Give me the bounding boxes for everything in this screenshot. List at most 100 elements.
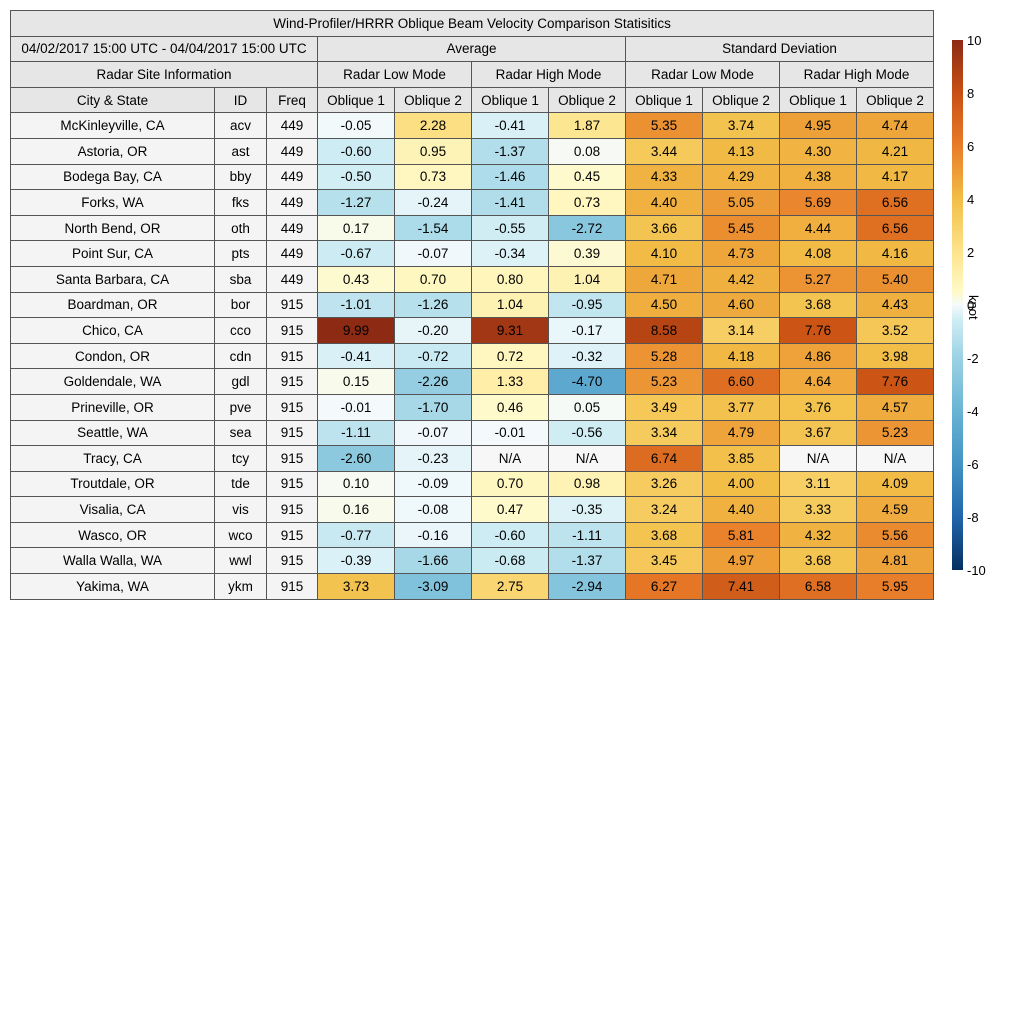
cell-std-value: 5.45 <box>702 214 780 242</box>
cell-std-value: 3.68 <box>779 291 857 319</box>
cell-std-value: 4.57 <box>855 393 935 421</box>
cell-std-value: 8.58 <box>625 317 703 344</box>
cell-std-value: 6.27 <box>625 573 703 600</box>
cell-freq: 915 <box>266 368 318 395</box>
cell-avg-value: -0.60 <box>317 137 395 165</box>
cell-avg-value: -0.35 <box>548 496 626 523</box>
col-std-high-obl1-header: Oblique 1 <box>779 86 857 114</box>
colorbar-tick-label: -8 <box>967 510 979 525</box>
cell-avg-value: -0.56 <box>548 419 626 447</box>
cell-id: cco <box>214 317 267 344</box>
cell-std-value: 3.49 <box>625 393 703 421</box>
cell-city: Bodega Bay, CA <box>10 163 215 191</box>
cell-avg-value: -0.01 <box>317 393 395 421</box>
col-avg-high-obl2-header: Oblique 2 <box>548 86 626 114</box>
cell-std-value: 3.52 <box>855 317 935 344</box>
cell-city: Wasco, OR <box>10 521 215 549</box>
col-city-header: City & State <box>10 86 215 114</box>
colorbar-tick-label: -4 <box>967 404 979 419</box>
cell-id: tcy <box>214 445 267 472</box>
table-row: North Bend, OR oth 449 0.17 -1.54 -0.55 -2.72 3… <box>10 214 935 242</box>
cell-avg-value: -0.39 <box>317 547 395 575</box>
cell-std-value: 3.76 <box>779 393 857 421</box>
cell-std-value: 4.60 <box>702 291 780 319</box>
cell-std-value: 6.56 <box>855 189 935 216</box>
std-high-mode-header: Radar High Mode <box>778 61 935 88</box>
cell-std-value: 4.43 <box>855 291 935 319</box>
cell-avg-value: -0.16 <box>394 521 472 549</box>
cell-avg-value: 0.70 <box>471 470 549 498</box>
table-row: Visalia, CA vis 915 0.16 -0.08 0.47 -0.35 3.24 4… <box>10 496 935 523</box>
avg-low-mode-header: Radar Low Mode <box>317 61 472 88</box>
colorbar-tick-label: -6 <box>967 457 979 472</box>
cell-std-value: 6.60 <box>702 368 780 395</box>
cell-std-value: 3.68 <box>625 521 703 549</box>
table-body: McKinleyville, CA acv 449 -0.05 2.28 -0.41 1.8… <box>10 112 935 600</box>
cell-avg-value: -0.07 <box>394 240 472 267</box>
cell-avg-value: 1.87 <box>548 112 626 139</box>
cell-id: sea <box>214 419 267 447</box>
cell-std-value: 3.67 <box>779 419 857 447</box>
cell-id: gdl <box>214 368 267 395</box>
cell-freq: 915 <box>266 573 318 600</box>
cell-avg-value: -1.41 <box>471 189 549 216</box>
colorbar-tick-label: 0 <box>967 298 975 313</box>
cell-avg-value: -0.67 <box>317 240 395 267</box>
cell-avg-value: -1.46 <box>471 163 549 191</box>
cell-avg-value: -1.54 <box>394 214 472 242</box>
colorbar-tick-label: 6 <box>967 139 975 154</box>
cell-avg-value: 0.73 <box>394 163 472 191</box>
cell-avg-value: -1.11 <box>548 521 626 549</box>
cell-avg-value: -0.09 <box>394 470 472 498</box>
cell-std-value: 5.69 <box>779 189 857 216</box>
cell-city: Chico, CA <box>10 317 215 344</box>
cell-avg-value: -0.20 <box>394 317 472 344</box>
cell-std-value: 4.17 <box>855 163 935 191</box>
table-row: Seattle, WA sea 915 -1.11 -0.07 -0.01 -0.56 3.3… <box>10 419 935 447</box>
cell-std-value: 5.23 <box>855 419 935 447</box>
table-row: Troutdale, OR tde 915 0.10 -0.09 0.70 0.98 3.26… <box>10 470 935 498</box>
cell-avg-value: 0.08 <box>548 137 626 165</box>
table-row: Wasco, OR wco 915 -0.77 -0.16 -0.60 -1.11 3.68 5… <box>10 521 935 549</box>
cell-city: Boardman, OR <box>10 291 215 319</box>
col-avg-low-obl1-header: Oblique 1 <box>317 86 395 114</box>
cell-freq: 915 <box>266 547 318 575</box>
cell-std-value: 4.59 <box>855 496 935 523</box>
table-title: Wind-Profiler/HRRR Oblique Beam Velocity… <box>9 10 935 37</box>
cell-std-value: 3.74 <box>702 112 780 139</box>
cell-city: North Bend, OR <box>10 214 215 242</box>
col-avg-low-obl2-header: Oblique 2 <box>394 86 472 114</box>
cell-std-value: 3.98 <box>855 342 935 370</box>
cell-std-value: 4.13 <box>702 137 780 165</box>
cell-std-value: 3.33 <box>779 496 857 523</box>
colorbar-tick-label: -2 <box>967 351 979 366</box>
table-row: Condon, OR cdn 915 -0.41 -0.72 0.72 -0.32 5.28 4… <box>10 342 935 370</box>
group-std-header: Standard Deviation <box>624 35 935 63</box>
cell-std-value: 3.44 <box>625 137 703 165</box>
cell-city: Forks, WA <box>10 189 215 216</box>
cell-avg-value: -1.01 <box>317 291 395 319</box>
cell-id: ast <box>214 137 267 165</box>
cell-id: cdn <box>214 342 267 370</box>
table-row: Prineville, OR pve 915 -0.01 -1.70 0.46 0.05 3.… <box>10 393 935 421</box>
table-row: Chico, CA cco 915 9.99 -0.20 9.31 -0.17 8.58 3.1… <box>10 317 935 344</box>
cell-city: Santa Barbara, CA <box>10 265 215 293</box>
cell-city: Condon, OR <box>10 342 215 370</box>
cell-city: Walla Walla, WA <box>10 547 215 575</box>
cell-avg-value: 0.73 <box>548 189 626 216</box>
cell-city: Yakima, WA <box>10 573 215 600</box>
cell-freq: 449 <box>266 163 318 191</box>
cell-avg-value: -0.32 <box>548 342 626 370</box>
cell-avg-value: 0.10 <box>317 470 395 498</box>
cell-std-value: 5.27 <box>779 265 857 293</box>
cell-std-value: 7.76 <box>855 368 935 395</box>
cell-avg-value: -1.27 <box>317 189 395 216</box>
cell-city: Troutdale, OR <box>10 470 215 498</box>
cell-avg-value: 0.05 <box>548 393 626 421</box>
cell-freq: 449 <box>266 265 318 293</box>
cell-avg-value: -0.50 <box>317 163 395 191</box>
table-row: Walla Walla, WA wwl 915 -0.39 -1.66 -0.68 -1.3… <box>10 547 935 575</box>
cell-city: Goldendale, WA <box>10 368 215 395</box>
cell-avg-value: 0.98 <box>548 470 626 498</box>
cell-avg-value: -0.72 <box>394 342 472 370</box>
